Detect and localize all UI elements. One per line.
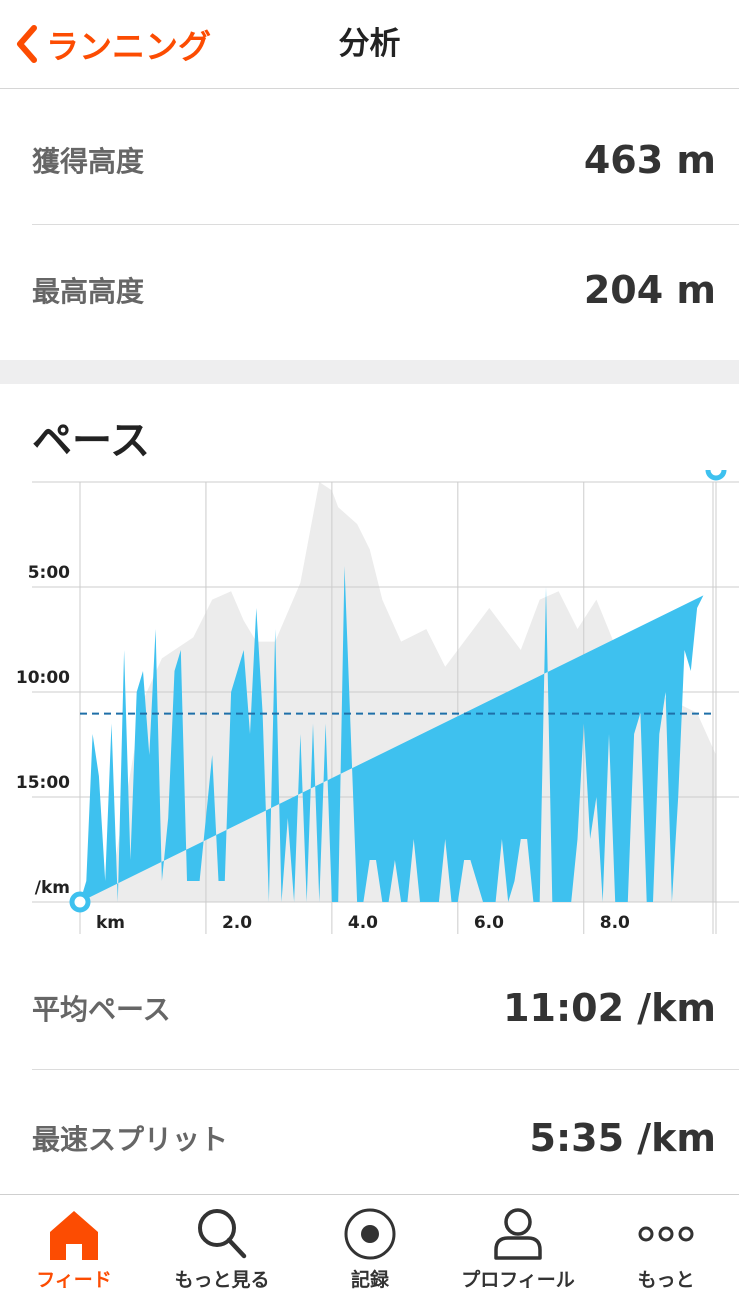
tab-feed[interactable]: フィード [0,1195,148,1295]
back-button[interactable]: ランニング [14,22,211,66]
pace-chart[interactable]: 5:00 10:00 15:00/km km 2.0 4.0 6.0 8.0 [0,470,739,940]
tab-label: もっと [637,1269,695,1291]
tab-more[interactable]: もっと [592,1195,739,1295]
section-separator [0,360,739,384]
home-icon [50,1211,98,1260]
page-title: 分析 [338,26,401,62]
nav-header: ランニング 分析 [0,0,739,89]
average-pace-label: 平均ペース [32,993,171,1026]
back-label: ランニング [46,27,211,66]
record-icon [344,1208,396,1260]
elevation-gain-row: 獲得高度 463 m [32,130,716,190]
average-pace-value: 11:02 /km [503,986,716,1030]
tab-record[interactable]: 記録 [296,1195,444,1295]
tab-label: 記録 [350,1269,389,1291]
fastest-split-row: 最速スプリット 5:35 /km [32,1108,716,1168]
pace-area [80,566,704,902]
max-elevation-row: 最高高度 204 m [32,260,716,320]
y-tick-label: /km [35,878,70,898]
profile-icon [494,1208,542,1260]
tab-label: もっと見る [174,1269,270,1291]
chart-end-marker [705,470,727,481]
divider [32,1069,739,1070]
x-tick-label: km [96,913,125,933]
fastest-split-label: 最速スプリット [32,1123,229,1156]
divider [32,224,739,225]
more-icon [638,1226,694,1242]
tab-bar: フィード もっと見る 記録 プロフィール [0,1194,739,1295]
pace-section-title: ペース [32,418,150,464]
tab-explore[interactable]: もっと見る [148,1195,296,1295]
x-tick-label: 4.0 [348,913,378,933]
chevron-left-icon [17,25,37,63]
max-elevation-value: 204 m [583,268,716,312]
tab-label: フィード [36,1269,112,1291]
y-tick-label: 15:00 [16,773,70,793]
x-tick-label: 8.0 [600,913,630,933]
tab-profile[interactable]: プロフィール [444,1195,592,1295]
x-tick-label: 2.0 [222,913,252,933]
tab-label: プロフィール [461,1269,575,1291]
elevation-gain-label: 獲得高度 [32,145,145,178]
fastest-split-value: 5:35 /km [529,1116,717,1160]
x-tick-label: 6.0 [474,913,504,933]
max-elevation-label: 最高高度 [32,275,145,308]
y-tick-label: 5:00 [28,563,70,583]
search-icon [198,1209,247,1259]
chart-start-marker [69,891,91,913]
y-tick-label: 10:00 [16,668,70,688]
elevation-gain-value: 463 m [583,138,716,182]
average-pace-row: 平均ペース 11:02 /km [32,978,716,1038]
